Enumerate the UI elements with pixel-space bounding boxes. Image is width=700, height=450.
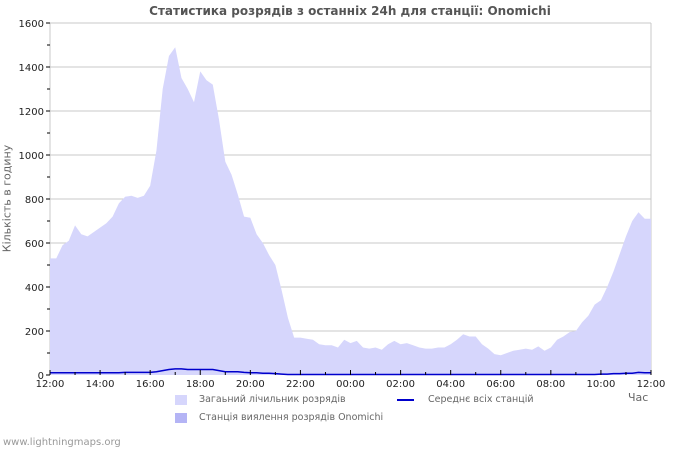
chart-title: Статистика розрядів з останніх 24h для с… xyxy=(149,4,551,18)
svg-text:1600: 1600 xyxy=(19,19,44,30)
legend-swatch-total xyxy=(175,394,187,405)
svg-text:0: 0 xyxy=(38,371,44,382)
svg-text:04:00: 04:00 xyxy=(436,379,465,390)
svg-text:10:00: 10:00 xyxy=(587,379,616,390)
x-axis-unit: Час xyxy=(628,391,649,404)
legend-total: Загаьний лічильник розрядів xyxy=(175,394,346,405)
legend-swatch-station xyxy=(175,412,187,423)
svg-text:02:00: 02:00 xyxy=(386,379,415,390)
legend-station: Станція виялення розрядів Onomichi xyxy=(175,412,383,423)
legend-label-average: Середнє всіх станцій xyxy=(428,394,534,405)
svg-text:12:00: 12:00 xyxy=(36,379,65,390)
y-axis-label: Кількість в годину xyxy=(0,144,14,253)
total-strikes-area xyxy=(50,47,651,375)
svg-text:06:00: 06:00 xyxy=(486,379,515,390)
svg-text:20:00: 20:00 xyxy=(236,379,265,390)
svg-text:1200: 1200 xyxy=(19,107,44,118)
svg-text:18:00: 18:00 xyxy=(186,379,215,390)
svg-text:00:00: 00:00 xyxy=(336,379,365,390)
svg-text:800: 800 xyxy=(25,195,44,206)
svg-text:12:00: 12:00 xyxy=(637,379,666,390)
svg-text:200: 200 xyxy=(25,327,44,338)
legend-average: Середнє всіх станцій xyxy=(397,394,534,405)
legend-label-total: Загаьний лічильник розрядів xyxy=(199,394,346,405)
legend-swatch-average xyxy=(397,398,414,401)
svg-text:22:00: 22:00 xyxy=(286,379,315,390)
svg-text:14:00: 14:00 xyxy=(86,379,115,390)
axes: 0 200 400 600 800 1000 1200 1400 1600 12:00 14:00 1… xyxy=(19,19,666,390)
footer-site-link[interactable]: www.lightningmaps.org xyxy=(3,437,121,448)
svg-text:16:00: 16:00 xyxy=(136,379,165,390)
legend-label-station: Станція виялення розрядів Onomichi xyxy=(199,412,384,423)
svg-text:1000: 1000 xyxy=(19,151,44,162)
svg-text:08:00: 08:00 xyxy=(536,379,565,390)
svg-text:400: 400 xyxy=(25,283,44,294)
svg-text:600: 600 xyxy=(25,239,44,250)
svg-text:1400: 1400 xyxy=(19,63,44,74)
